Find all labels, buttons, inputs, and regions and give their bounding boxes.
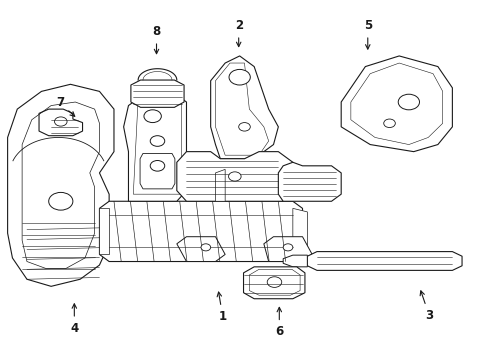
Polygon shape [131,80,183,107]
Polygon shape [307,252,461,270]
Circle shape [143,110,161,122]
Text: 2: 2 [234,19,242,46]
Polygon shape [264,237,311,261]
Circle shape [54,117,67,126]
Text: 7: 7 [56,96,75,116]
Circle shape [201,244,210,251]
Text: 3: 3 [419,291,432,322]
Text: 4: 4 [70,304,78,335]
Polygon shape [39,109,82,136]
Polygon shape [177,152,292,201]
Circle shape [238,123,250,131]
Polygon shape [99,201,302,261]
Circle shape [397,94,419,110]
Polygon shape [283,255,307,267]
Polygon shape [215,169,224,201]
Circle shape [228,172,241,181]
Circle shape [150,136,164,146]
Circle shape [49,192,73,210]
Text: 1: 1 [217,292,226,323]
Polygon shape [210,56,278,159]
Polygon shape [243,267,305,299]
Circle shape [266,277,281,287]
Text: 5: 5 [363,19,371,49]
Text: 8: 8 [152,25,161,54]
Polygon shape [140,153,175,189]
Circle shape [283,244,292,251]
Polygon shape [341,56,451,152]
Polygon shape [278,162,341,201]
Polygon shape [123,95,186,201]
Polygon shape [292,208,307,255]
Polygon shape [99,208,109,255]
Polygon shape [8,84,114,286]
Circle shape [228,69,250,85]
Circle shape [383,119,394,127]
Text: 6: 6 [275,307,283,338]
Circle shape [150,161,164,171]
Polygon shape [177,237,224,261]
